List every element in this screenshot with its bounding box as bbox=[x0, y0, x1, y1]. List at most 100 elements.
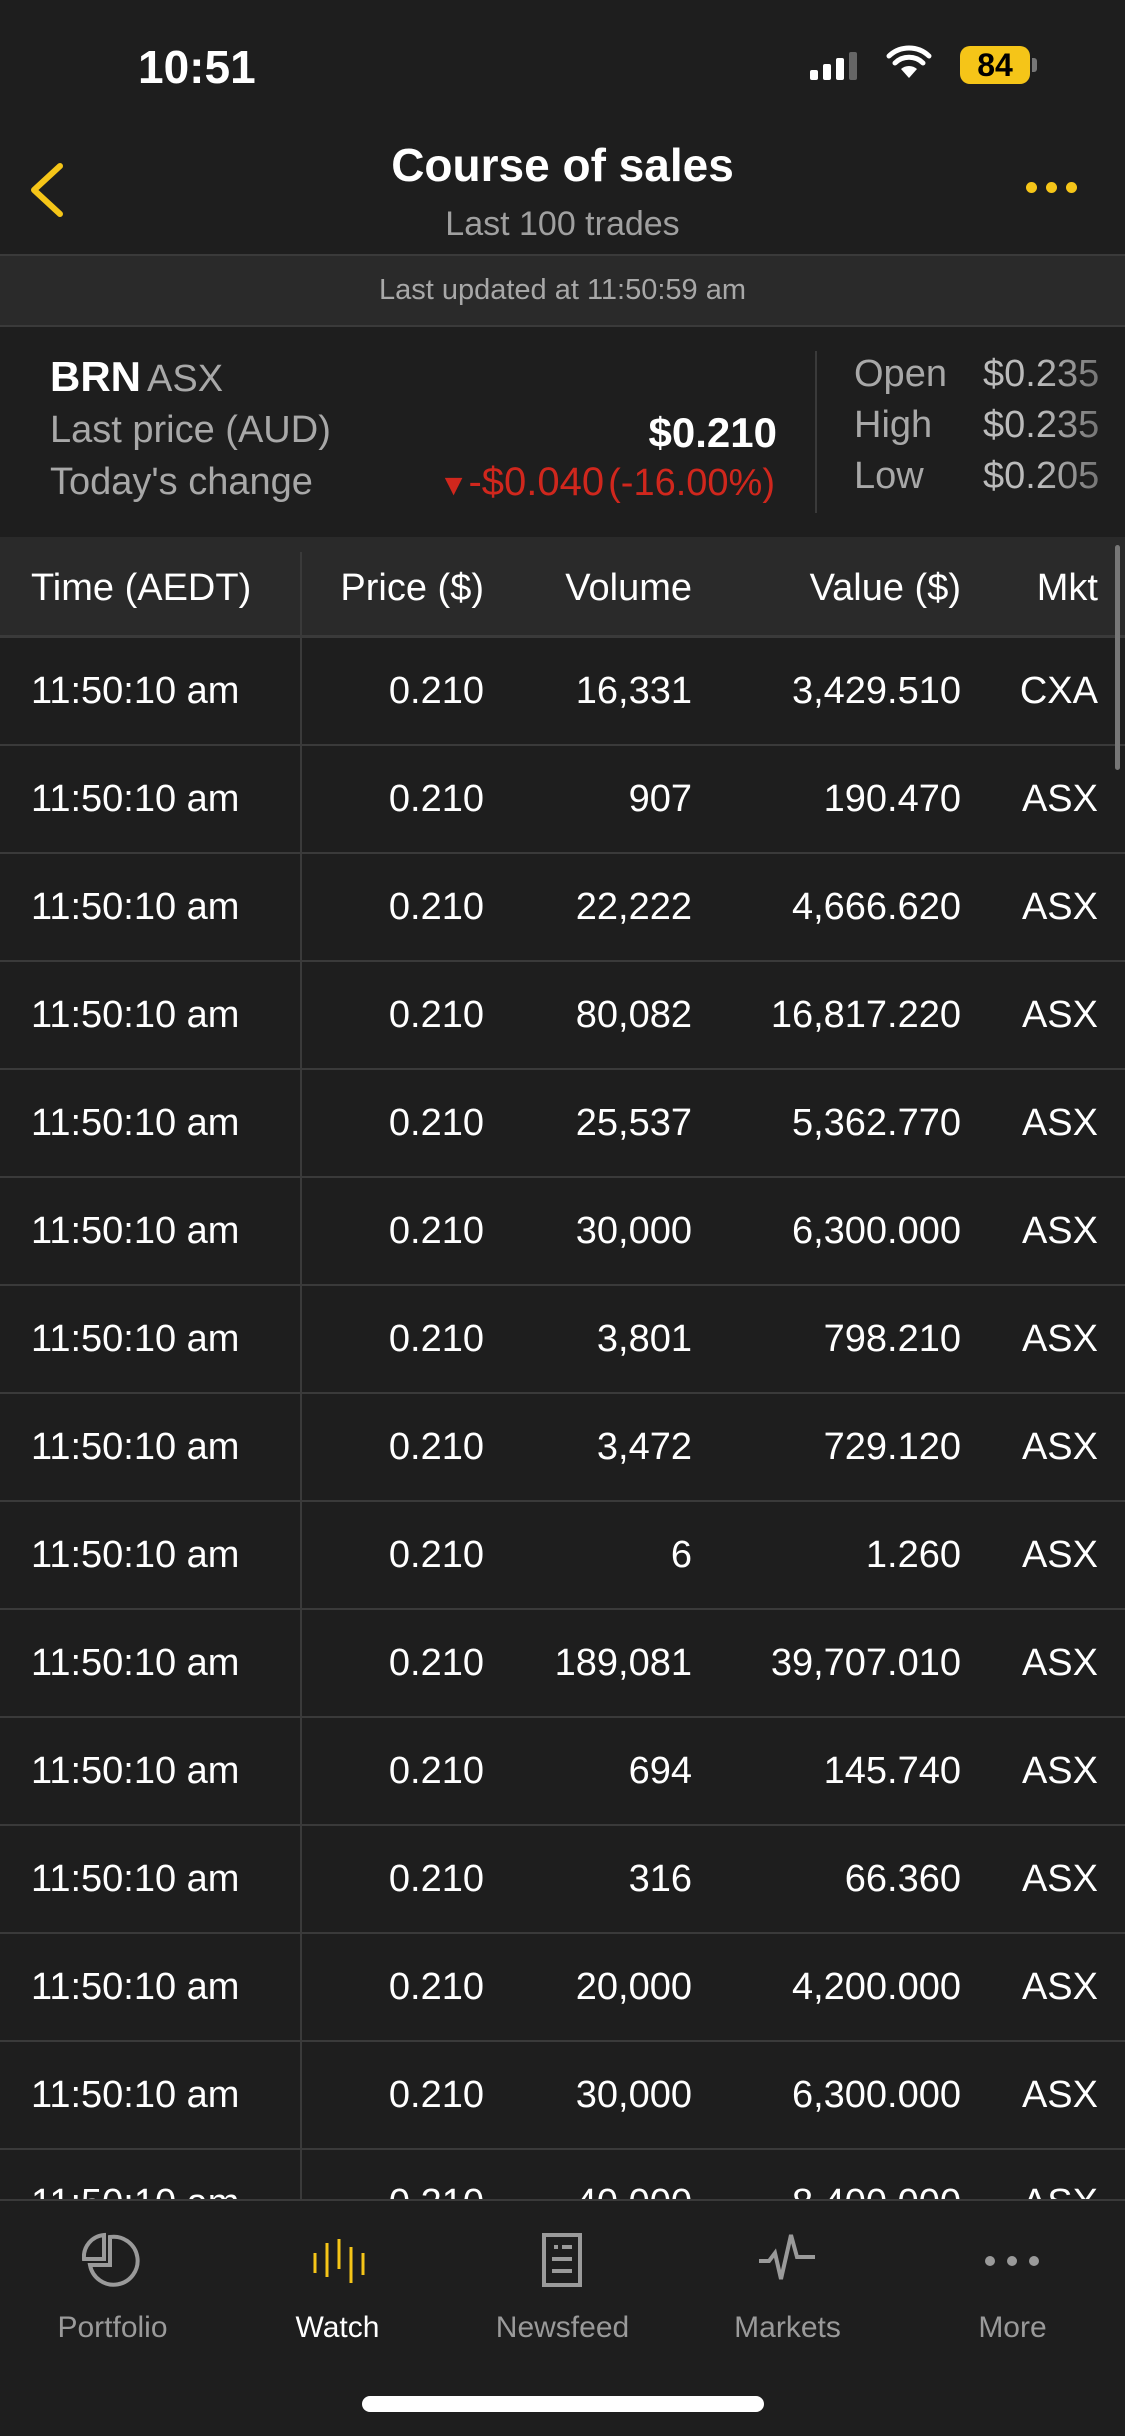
trade-market: ASX bbox=[1021, 1210, 1098, 1252]
trade-price: 0.210 bbox=[388, 1750, 484, 1792]
table-row: 11:50:10 am 0.210 3,472 729.120 ASX bbox=[0, 1394, 1125, 1502]
trade-volume: 20,000 bbox=[575, 1966, 692, 2008]
trade-price: 0.210 bbox=[388, 1642, 484, 1684]
col-price[interactable]: Price ($) bbox=[340, 567, 484, 609]
trade-volume: 189,081 bbox=[554, 1642, 692, 1684]
col-time[interactable]: Time (AEDT) bbox=[31, 567, 252, 609]
table-row: 11:50:10 am 0.210 40,000 8,400.000 ASX bbox=[0, 2150, 1125, 2200]
trade-market: ASX bbox=[1021, 1318, 1098, 1360]
trade-price: 0.210 bbox=[388, 778, 484, 820]
tab-label: Markets bbox=[734, 2311, 841, 2344]
trade-value: 39,707.010 bbox=[770, 1642, 961, 1684]
trades-table[interactable]: 11:50:10 am 0.210 16,331 3,429.510 CXA 11:50:… bbox=[0, 638, 1125, 2200]
change-amount: -$0.040 bbox=[468, 460, 605, 504]
tab-label: More bbox=[978, 2311, 1047, 2344]
col-volume[interactable]: Volume bbox=[565, 567, 692, 609]
trade-time: 11:50:10 am bbox=[31, 1642, 240, 1684]
trade-time: 11:50:10 am bbox=[31, 1534, 240, 1576]
tab-label: Watch bbox=[295, 2311, 380, 2344]
trade-price: 0.210 bbox=[388, 1534, 484, 1576]
trade-volume: 907 bbox=[628, 778, 692, 820]
open-value: $0.235 bbox=[983, 353, 1125, 396]
table-row: 11:50:10 am 0.210 907 190.470 ASX bbox=[0, 746, 1125, 854]
trade-value: 5,362.770 bbox=[791, 1102, 961, 1144]
trade-volume: 80,082 bbox=[575, 994, 692, 1036]
exchange-code: ASX bbox=[147, 358, 224, 400]
trade-value: 145.740 bbox=[823, 1750, 961, 1792]
trade-price: 0.210 bbox=[388, 1210, 484, 1252]
trade-value: 3,429.510 bbox=[791, 670, 961, 712]
trade-market: ASX bbox=[1022, 2182, 1098, 2200]
home-indicator[interactable] bbox=[362, 2396, 764, 2412]
trade-volume: 16,331 bbox=[575, 670, 692, 712]
battery-tip bbox=[1032, 58, 1037, 72]
table-row: 11:50:10 am 0.210 22,222 4,666.620 ASX bbox=[0, 854, 1125, 962]
trade-market: ASX bbox=[1021, 2074, 1098, 2116]
trade-volume: 694 bbox=[628, 1750, 692, 1792]
divider bbox=[815, 351, 817, 513]
status-time: 10:51 bbox=[138, 41, 256, 93]
trade-time: 11:50:10 am bbox=[31, 994, 240, 1036]
column-divider bbox=[300, 552, 302, 2200]
change-label: Today's change bbox=[50, 461, 313, 503]
trade-value: 4,666.620 bbox=[791, 886, 961, 928]
trade-time: 11:50:10 am bbox=[31, 1858, 240, 1900]
trade-market: ASX bbox=[1021, 1426, 1098, 1468]
scrollbar[interactable] bbox=[1115, 545, 1120, 770]
stock-summary: BRN ASX Last price (AUD) $0.210 Today's c… bbox=[0, 327, 1125, 537]
trade-volume: 40,000 bbox=[576, 2182, 692, 2200]
table-row: 11:50:10 am 0.210 6 1.260 ASX bbox=[0, 1502, 1125, 1610]
trade-time: 11:50:10 am bbox=[31, 1102, 240, 1144]
trade-volume: 30,000 bbox=[575, 2074, 692, 2116]
col-value[interactable]: Value ($) bbox=[809, 567, 961, 609]
trade-market: ASX bbox=[1021, 778, 1098, 820]
trade-volume: 22,222 bbox=[575, 886, 692, 928]
tab-portfolio[interactable]: Portfolio bbox=[0, 2201, 225, 2371]
trade-value: 798.210 bbox=[823, 1318, 961, 1360]
table-row: 11:50:10 am 0.210 16,331 3,429.510 CXA bbox=[0, 638, 1125, 746]
back-chevron-icon[interactable] bbox=[22, 160, 72, 220]
wifi-icon bbox=[886, 45, 932, 78]
trade-time: 11:50:10 am bbox=[31, 1426, 240, 1468]
table-row: 11:50:10 am 0.210 30,000 6,300.000 ASX bbox=[0, 2042, 1125, 2150]
nav-header: Course of sales Last 100 trades bbox=[0, 130, 1125, 256]
change-value: ▼-$0.040 (-16.00%) bbox=[439, 460, 775, 505]
trade-time: 11:50:10 am bbox=[31, 1318, 240, 1360]
last-price-value: $0.210 bbox=[648, 409, 777, 456]
table-row: 11:50:10 am 0.210 20,000 4,200.000 ASX bbox=[0, 1934, 1125, 2042]
pie-chart-icon bbox=[82, 2232, 140, 2287]
trade-market: ASX bbox=[1021, 994, 1098, 1036]
trade-time: 11:50:10 am bbox=[31, 886, 240, 928]
page-title: Course of sales bbox=[391, 139, 734, 191]
tab-watch[interactable]: Watch bbox=[225, 2201, 450, 2371]
symbol-code: BRN bbox=[50, 353, 141, 400]
trade-volume: 3,801 bbox=[596, 1318, 692, 1360]
col-market[interactable]: Mkt bbox=[1036, 567, 1098, 609]
more-options-icon[interactable] bbox=[1026, 182, 1077, 193]
tab-markets[interactable]: Markets bbox=[675, 2201, 900, 2371]
trade-value: 1.260 bbox=[865, 1534, 961, 1576]
trade-market: ASX bbox=[1021, 1534, 1098, 1576]
trade-market: ASX bbox=[1021, 1858, 1098, 1900]
open-label: Open bbox=[854, 353, 947, 395]
trade-time: 11:50:10 am bbox=[31, 1210, 240, 1252]
bottom-tab-bar: Portfolio Watch Newsfeed Markets More bbox=[0, 2199, 1125, 2436]
trade-market: ASX bbox=[1021, 886, 1098, 928]
trade-value: 4,200.000 bbox=[791, 1966, 961, 2008]
newspaper-icon bbox=[542, 2233, 582, 2287]
trade-volume: 25,537 bbox=[575, 1102, 692, 1144]
trade-price: 0.210 bbox=[388, 2074, 484, 2116]
trade-time: 11:50:10 am bbox=[31, 2074, 240, 2116]
trade-value: 190.470 bbox=[823, 778, 961, 820]
stock-symbol: BRN ASX bbox=[50, 353, 223, 401]
trade-value: 729.120 bbox=[823, 1426, 961, 1468]
cellular-signal-icon bbox=[810, 50, 857, 80]
trade-time: 11:50:10 am bbox=[31, 1750, 240, 1792]
table-row: 11:50:10 am 0.210 694 145.740 ASX bbox=[0, 1718, 1125, 1826]
trade-volume: 30,000 bbox=[575, 1210, 692, 1252]
tab-more[interactable]: More bbox=[900, 2201, 1125, 2371]
high-value: $0.235 bbox=[983, 404, 1125, 447]
trade-value: 6,300.000 bbox=[791, 2074, 961, 2116]
trade-volume: 6 bbox=[670, 1534, 692, 1576]
tab-newsfeed[interactable]: Newsfeed bbox=[450, 2201, 675, 2371]
